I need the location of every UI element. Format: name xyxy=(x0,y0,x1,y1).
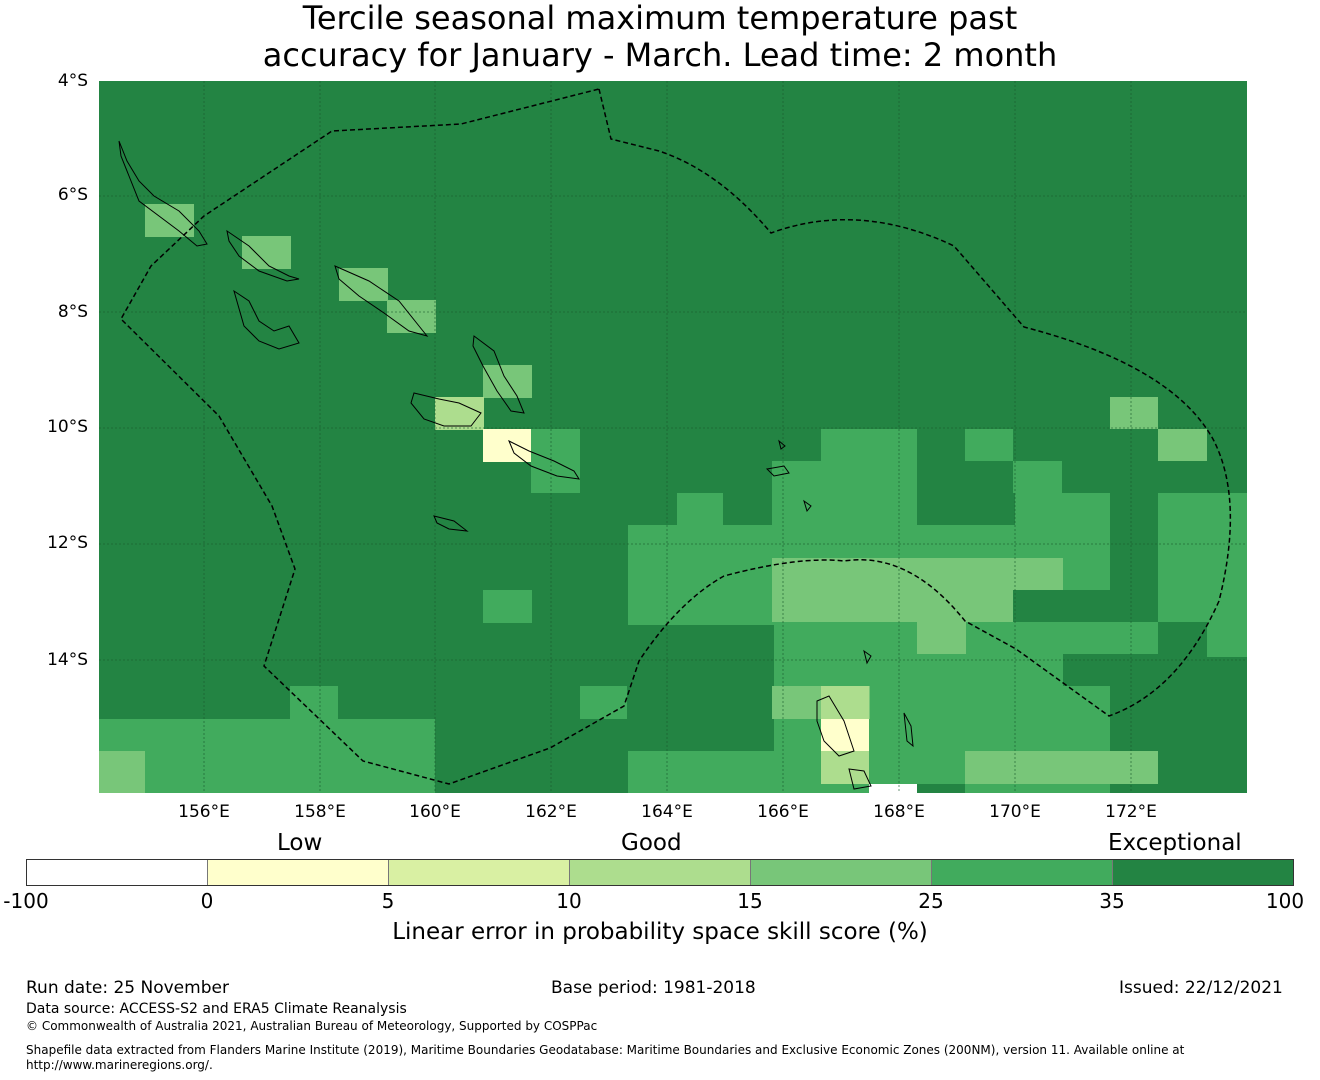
map-cell xyxy=(435,397,484,430)
issued-date: Issued: 22/12/2021 xyxy=(1119,978,1283,998)
lon-label-164e: 164°E xyxy=(641,802,693,822)
new-georgia-island xyxy=(233,289,300,350)
lon-label-158e: 158°E xyxy=(294,802,346,822)
colorbar-tick: 15 xyxy=(737,889,763,913)
makira-island xyxy=(508,439,580,480)
colorbar-tick: -100 xyxy=(3,889,49,913)
eez-boundary xyxy=(120,88,1232,785)
map-cell xyxy=(145,204,194,237)
lon-label-168e: 168°E xyxy=(873,802,925,822)
lon-label-166e: 166°E xyxy=(757,802,809,822)
map-cell xyxy=(628,751,774,793)
colorbar-tick: 35 xyxy=(1099,889,1125,913)
pentecost-island xyxy=(903,712,914,748)
guadalcanal-island xyxy=(410,392,482,427)
small-island xyxy=(803,499,812,513)
map-cell xyxy=(965,751,1158,784)
colorbar-segment xyxy=(751,860,932,885)
colorbar-tick: 10 xyxy=(556,889,582,913)
skill-map[interactable] xyxy=(99,81,1247,793)
map-cell xyxy=(1158,429,1207,461)
map-cell xyxy=(1013,461,1062,493)
malakula-island xyxy=(848,768,872,790)
colorbar xyxy=(26,859,1294,886)
lon-label-160e: 160°E xyxy=(409,802,461,822)
map-cell xyxy=(1015,493,1110,525)
map-cell xyxy=(917,558,966,654)
map-cell xyxy=(290,686,338,719)
colorbar-segment xyxy=(389,860,570,885)
colorbar-tick: 100 xyxy=(1265,889,1305,913)
lat-label-6s: 6°S xyxy=(57,185,88,205)
map-cell xyxy=(869,784,917,793)
bougainville-island xyxy=(118,140,208,247)
map-cell xyxy=(1110,525,1158,557)
map-overlay xyxy=(99,81,1247,793)
santa-cruz-island xyxy=(765,465,790,477)
shapefile-credit: Shapefile data extracted from Flanders M… xyxy=(26,1043,1185,1057)
malaita-island xyxy=(472,335,525,414)
small-island xyxy=(778,439,786,450)
lat-label-14s: 14°S xyxy=(47,650,88,670)
map-cell xyxy=(1063,654,1158,686)
lat-label-8s: 8°S xyxy=(57,302,88,322)
colorbar-segment xyxy=(570,860,751,885)
lon-label-156e: 156°E xyxy=(178,802,230,822)
map-cell xyxy=(435,751,628,793)
colorbar-segment xyxy=(1113,860,1293,885)
map-cell xyxy=(483,590,532,623)
base-period: Base period: 1981-2018 xyxy=(551,978,756,998)
title-line-2: accuracy for January - March. Lead time:… xyxy=(262,36,1058,74)
lon-label-170e: 170°E xyxy=(989,802,1041,822)
colorbar-segment xyxy=(932,860,1113,885)
map-cell xyxy=(99,719,435,793)
legend-category-low: Low xyxy=(277,830,323,856)
map-cell xyxy=(1110,397,1158,429)
legend-category-good: Good xyxy=(621,830,682,856)
map-cell xyxy=(677,493,723,525)
map-cell xyxy=(580,686,627,719)
lat-label-4s: 4°S xyxy=(57,71,88,91)
map-cell xyxy=(99,751,145,793)
map-cell xyxy=(917,784,965,793)
lon-label-172e: 172°E xyxy=(1105,802,1157,822)
espiritu-santo-island xyxy=(816,695,855,757)
map-cell xyxy=(531,429,580,493)
small-island xyxy=(863,649,872,665)
colorbar-segment xyxy=(208,860,389,885)
colorbar-title: Linear error in probability space skill … xyxy=(392,919,928,945)
lat-label-10s: 10°S xyxy=(47,417,88,437)
title-line-1: Tercile seasonal maximum temperature pas… xyxy=(302,0,1018,37)
colorbar-tick: 25 xyxy=(918,889,944,913)
map-cell xyxy=(1158,622,1207,686)
map-cell xyxy=(965,429,1013,461)
map-cell xyxy=(772,461,917,525)
map-cell xyxy=(339,268,388,301)
map-cell xyxy=(821,751,869,784)
map-cell xyxy=(628,525,774,625)
choiseul-island xyxy=(226,229,300,282)
copyright: © Commonwealth of Australia 2021, Austra… xyxy=(26,1019,598,1033)
data-source: Data source: ACCESS-S2 and ERA5 Climate … xyxy=(26,1001,407,1017)
shapefile-url[interactable]: http://www.marineregions.org/. xyxy=(26,1058,213,1072)
map-cell xyxy=(483,429,532,462)
colorbar-tick: 5 xyxy=(381,889,395,913)
map-title: Tercile seasonal maximum temperature pas… xyxy=(0,0,1320,74)
map-cell xyxy=(1013,590,1110,622)
rennell-island xyxy=(433,515,469,532)
colorbar-segment xyxy=(27,860,208,885)
legend-category-exceptional: Exceptional xyxy=(1108,830,1242,856)
colorbar-tick: 0 xyxy=(200,889,214,913)
isabel-island xyxy=(334,265,429,337)
lon-label-162e: 162°E xyxy=(525,802,577,822)
run-date: Run date: 25 November xyxy=(26,978,229,998)
lat-label-12s: 12°S xyxy=(47,533,88,553)
